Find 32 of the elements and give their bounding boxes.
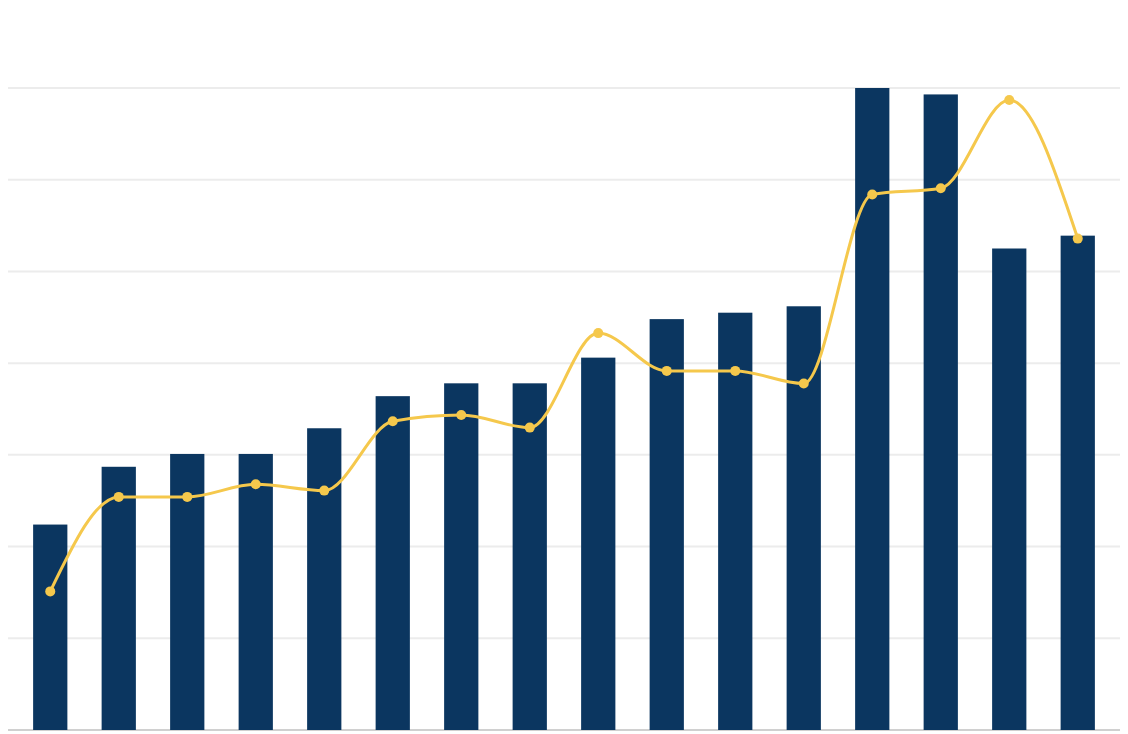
bar [512,383,547,730]
point [182,491,193,502]
point [730,365,741,376]
point [387,416,398,427]
point [661,365,672,376]
point [798,378,809,389]
point [113,491,124,502]
bar [1060,235,1095,730]
bar [444,383,479,730]
bar [375,396,410,730]
bar [307,428,342,730]
bar [718,312,753,730]
point [319,485,330,496]
point [935,183,946,194]
point [1072,233,1083,244]
point [1004,95,1015,105]
bar [170,453,205,730]
bar [101,466,136,730]
point [456,410,467,420]
bar [855,88,890,730]
point [45,586,56,597]
point [593,328,604,339]
bar [923,94,958,730]
bar [649,319,684,730]
bar [238,453,273,730]
bar [581,357,616,730]
bar [33,524,68,730]
point [250,479,261,490]
bar [786,306,821,730]
bar [992,248,1027,730]
point [524,422,535,433]
point [867,189,878,200]
